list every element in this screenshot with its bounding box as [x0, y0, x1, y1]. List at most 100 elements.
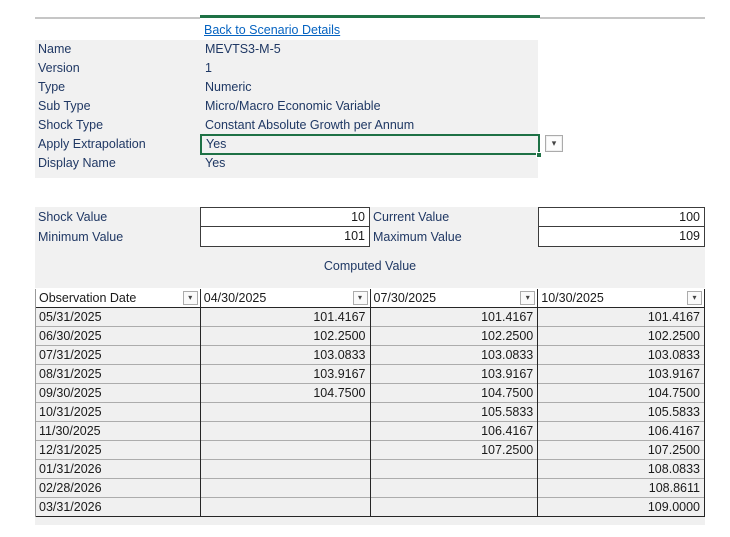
table-header-row: Observation Date ▾ 04/30/2025 ▾ 07/30/20… [36, 289, 705, 308]
observation-date-cell: 02/28/2026 [36, 479, 201, 498]
value-cell: 106.4167 [371, 422, 539, 441]
field-label: Display Name [38, 156, 116, 170]
value-cell [201, 479, 371, 498]
value-cell: 101.4167 [538, 308, 705, 327]
field-value: Yes [205, 156, 226, 170]
cell-fill-handle[interactable] [536, 152, 542, 158]
value-cell [201, 460, 371, 479]
observation-date-cell: 11/30/2025 [36, 422, 201, 441]
field-value: Numeric [205, 80, 252, 94]
field-row-version: Version 1 [35, 59, 538, 78]
value-cell: 103.0833 [201, 346, 371, 365]
column-header-label: 10/30/2025 [541, 291, 604, 305]
shock-value-label: Shock Value [38, 210, 108, 224]
field-row-name: Name MEVTS3-M-5 [35, 40, 538, 59]
field-label: Type [38, 80, 66, 94]
field-value: 1 [205, 61, 212, 75]
filter-icon: ▾ [692, 293, 697, 302]
table-row: 12/31/2025 107.2500 107.2500 [36, 441, 705, 460]
table-row: 02/28/2026 108.8611 [36, 479, 705, 498]
computed-value-title: Computed Value [323, 259, 417, 273]
value-cell: 103.9167 [538, 365, 705, 384]
table-row: 01/31/2026 108.0833 [36, 460, 705, 479]
shock-value-cell[interactable]: 10 [200, 207, 370, 227]
value-cell: 102.2500 [201, 327, 371, 346]
value-cell [201, 441, 371, 460]
table-row: 03/31/2026 109.0000 [36, 498, 705, 517]
observation-date-cell: 05/31/2025 [36, 308, 201, 327]
value-cell: 101.4167 [201, 308, 371, 327]
observation-date-cell: 07/31/2025 [36, 346, 201, 365]
table-row: 10/31/2025 105.5833 105.5833 [36, 403, 705, 422]
field-row-shock-type: Shock Type Constant Absolute Growth per … [35, 116, 538, 135]
field-label: Sub Type [38, 99, 91, 113]
current-value-cell[interactable]: 100 [538, 207, 705, 227]
value-cell [201, 403, 371, 422]
field-label: Apply Extrapolation [38, 137, 146, 151]
top-rule-green-accent [200, 15, 540, 18]
field-label: Version [38, 61, 80, 75]
value-cell: 103.0833 [538, 346, 705, 365]
table-row: 09/30/2025 104.7500 104.7500 104.7500 [36, 384, 705, 403]
table-row: 06/30/2025 102.2500 102.2500 102.2500 [36, 327, 705, 346]
column-header-scenario-2[interactable]: 07/30/2025 ▾ [371, 289, 539, 308]
current-value-label: Current Value [373, 210, 450, 224]
value-cell: 103.9167 [371, 365, 539, 384]
value-cell: 101.4167 [371, 308, 539, 327]
field-row-type: Type Numeric [35, 78, 538, 97]
filter-icon: ▾ [525, 293, 530, 302]
observation-date-cell: 08/31/2025 [36, 365, 201, 384]
field-row-display-name: Display Name Yes [35, 154, 538, 173]
top-rule-right [540, 17, 705, 19]
filter-dropdown-button[interactable]: ▾ [352, 291, 368, 305]
maximum-value-label: Maximum Value [373, 230, 462, 244]
value-cell: 103.0833 [371, 346, 539, 365]
column-header-observation-date[interactable]: Observation Date ▾ [36, 289, 201, 308]
observation-date-cell: 10/31/2025 [36, 403, 201, 422]
table-row: 11/30/2025 106.4167 106.4167 [36, 422, 705, 441]
observation-date-cell: 06/30/2025 [36, 327, 201, 346]
filter-dropdown-button[interactable]: ▾ [687, 291, 702, 305]
value-cell: 106.4167 [538, 422, 705, 441]
observation-date-cell: 01/31/2026 [36, 460, 201, 479]
filter-icon: ▾ [357, 293, 362, 302]
field-label: Name [38, 42, 72, 56]
apply-extrapolation-selected-cell[interactable]: Yes [200, 134, 540, 155]
field-value: MEVTS3-M-5 [205, 42, 281, 56]
minimum-value-cell[interactable]: 101 [200, 226, 370, 247]
value-cell: 107.2500 [371, 441, 539, 460]
filter-dropdown-button[interactable]: ▾ [182, 291, 198, 305]
value-cell: 102.2500 [371, 327, 539, 346]
observation-date-cell: 12/31/2025 [36, 441, 201, 460]
minimum-value-label: Minimum Value [38, 230, 124, 244]
filter-dropdown-button[interactable]: ▾ [520, 291, 536, 305]
table-row: 07/31/2025 103.0833 103.0833 103.0833 [36, 346, 705, 365]
field-label: Shock Type [38, 118, 104, 132]
computed-value-table: Observation Date ▾ 04/30/2025 ▾ 07/30/20… [35, 289, 705, 517]
value-cell [371, 460, 539, 479]
field-value: Micro/Macro Economic Variable [205, 99, 381, 113]
top-rule-left [35, 17, 200, 19]
value-cell: 103.9167 [201, 365, 371, 384]
apply-extrapolation-dropdown-button[interactable]: ▾ [545, 135, 563, 152]
column-header-scenario-1[interactable]: 04/30/2025 ▾ [201, 289, 371, 308]
field-value: Constant Absolute Growth per Annum [205, 118, 415, 132]
value-cell: 109.0000 [538, 498, 705, 517]
filter-icon: ▾ [188, 293, 193, 302]
value-cell [371, 498, 539, 517]
value-cell [201, 422, 371, 441]
column-header-scenario-3[interactable]: 10/30/2025 ▾ [538, 289, 705, 308]
value-cell [371, 479, 539, 498]
value-cell: 102.2500 [538, 327, 705, 346]
value-cell: 104.7500 [371, 384, 539, 403]
partial-next-row [35, 517, 705, 525]
observation-date-cell: 09/30/2025 [36, 384, 201, 403]
back-to-scenario-details-link[interactable]: Back to Scenario Details [204, 23, 341, 37]
field-row-sub-type: Sub Type Micro/Macro Economic Variable [35, 97, 538, 116]
value-cell: 104.7500 [538, 384, 705, 403]
value-cell: 104.7500 [201, 384, 371, 403]
table-row: 08/31/2025 103.9167 103.9167 103.9167 [36, 365, 705, 384]
maximum-value-cell[interactable]: 109 [538, 226, 705, 247]
column-header-label: 04/30/2025 [203, 291, 267, 305]
